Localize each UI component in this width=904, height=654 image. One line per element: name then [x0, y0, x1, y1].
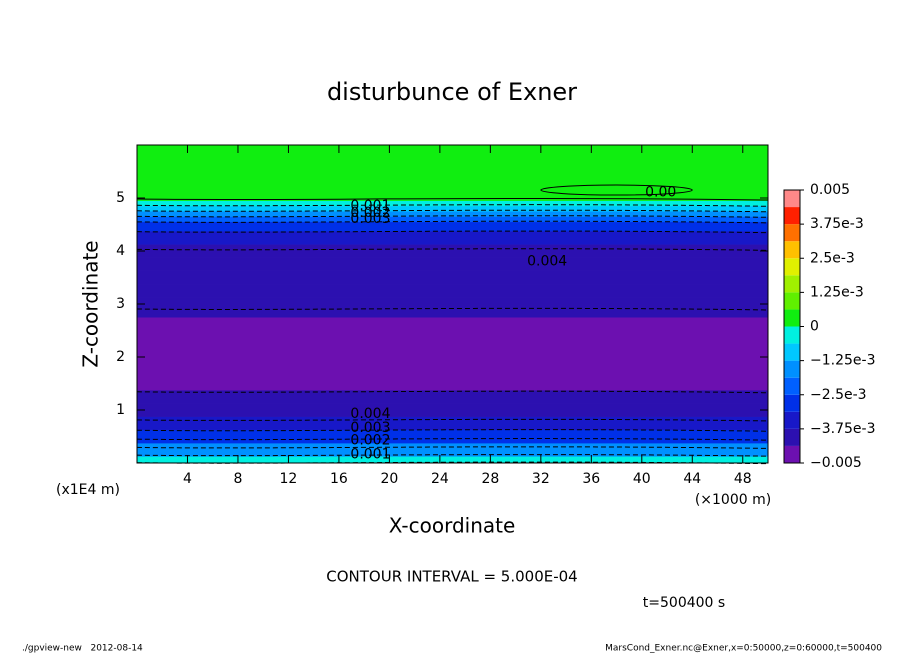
colorbar-band: [784, 258, 800, 276]
colorbar-band: [784, 360, 800, 378]
contour-line: [136, 390, 769, 394]
colorbar-band: [784, 411, 800, 429]
x-axis-label: X-coordinate: [389, 514, 516, 538]
contour-line: [136, 307, 769, 311]
x-tick-label: 12: [280, 471, 298, 487]
field-cell: [136, 403, 769, 417]
colorbar-tick-label: 2.5e-3: [810, 250, 855, 266]
contour-label: 0.001: [350, 447, 390, 463]
colorbar-band: [784, 224, 800, 242]
x-tick-label: 36: [582, 471, 600, 487]
colorbar-band: [784, 445, 800, 463]
x-unit: (×1000 m): [695, 492, 771, 508]
contour-loop: [540, 184, 693, 196]
contour-line: [136, 220, 769, 224]
colorbar-tick-label: 0: [810, 319, 819, 335]
field-cell: [136, 317, 769, 344]
contour-interval: CONTOUR INTERVAL = 5.000E-04: [326, 568, 577, 586]
colorbar-tick-label: −2.5e-3: [810, 387, 867, 403]
contour-line: [136, 248, 769, 251]
colorbar-band: [784, 275, 800, 293]
contour-label: 0.004: [350, 406, 390, 422]
contour-line: [136, 204, 769, 207]
y-tick-label: 3: [116, 296, 125, 312]
field-cell: [136, 230, 769, 245]
contour-line: [136, 209, 769, 213]
overlay: 0.000.0010.0020.0030.0040.0040.0030.0020…: [116, 144, 875, 487]
colorbar-tick-label: 0.005: [810, 182, 850, 198]
y-axis-label: Z-coordinate: [79, 240, 103, 367]
field-cell: [136, 297, 769, 318]
time-label: t=500400 s: [643, 595, 725, 611]
colorbar-band: [784, 292, 800, 310]
contour-label: 0.003: [350, 211, 390, 227]
contour-label: 0.001: [350, 198, 390, 214]
x-tick-label: 40: [633, 471, 651, 487]
field-cell: [136, 144, 769, 159]
field-cell: [136, 257, 769, 272]
contour-line: [136, 215, 769, 218]
colorbar-band: [784, 428, 800, 446]
y-unit: (x1E4 m): [56, 482, 120, 498]
footer-right: MarsCond_Exner.nc@Exner,x=0:50000,z=0:60…: [605, 644, 882, 654]
contour-line: [136, 418, 769, 422]
x-tick-label: 16: [330, 471, 348, 487]
contour-label: 0.004: [527, 254, 567, 270]
colorbar-tick-label: −3.75e-3: [810, 421, 875, 437]
contour-line: [136, 429, 769, 432]
y-tick-label: 4: [116, 243, 125, 259]
colorbar-band: [784, 343, 800, 361]
x-tick-label: 8: [233, 471, 242, 487]
field-cell: [136, 283, 769, 298]
colorbar-tick-label: 1.25e-3: [810, 284, 864, 300]
x-tick-label: 20: [380, 471, 398, 487]
field-cell: [136, 416, 769, 431]
x-tick-label: 24: [431, 471, 449, 487]
colorbar-band: [784, 326, 800, 344]
contour-line: [136, 438, 769, 441]
field-cell: [136, 429, 769, 444]
colorbar-tick-label: 3.75e-3: [810, 216, 864, 232]
field-cell: [136, 221, 769, 232]
contour-label: 0.003: [350, 420, 390, 436]
contour-line: [136, 454, 769, 457]
colorbar-tick-label: −1.25e-3: [810, 353, 875, 369]
contour-label: 0.002: [350, 205, 390, 221]
y-tick-label: 5: [116, 190, 125, 206]
colorbar-band: [784, 309, 800, 327]
contour-label: 0.002: [350, 433, 390, 449]
x-tick-label: 44: [683, 471, 701, 487]
field-cell: [136, 244, 769, 258]
field-cell: [136, 158, 769, 185]
colorbar-band: [784, 207, 800, 225]
colorbar-band: [784, 241, 800, 259]
y-tick-label: 2: [116, 349, 125, 365]
x-tick-label: 48: [734, 471, 752, 487]
contour-label: 0.00: [645, 185, 676, 201]
chart-title: disturbunce of Exner: [327, 78, 577, 106]
colorbar-band: [784, 394, 800, 412]
x-tick-label: 32: [532, 471, 550, 487]
colorbar-band: [784, 377, 800, 395]
contour-line: [136, 446, 769, 449]
colorbar-tick-label: −0.005: [810, 455, 862, 471]
field-cell: [136, 343, 769, 371]
x-tick-label: 28: [481, 471, 499, 487]
contour-line: [136, 230, 769, 234]
x-tick-label: 4: [183, 471, 192, 487]
field-cell: [136, 370, 769, 391]
y-tick-label: 1: [116, 402, 125, 418]
footer-left: ./gpview-new 2012-08-14: [22, 644, 143, 654]
contour-line: [136, 197, 769, 201]
field-cell: [136, 270, 769, 285]
field: [136, 144, 769, 464]
colorbar-band: [784, 190, 800, 208]
